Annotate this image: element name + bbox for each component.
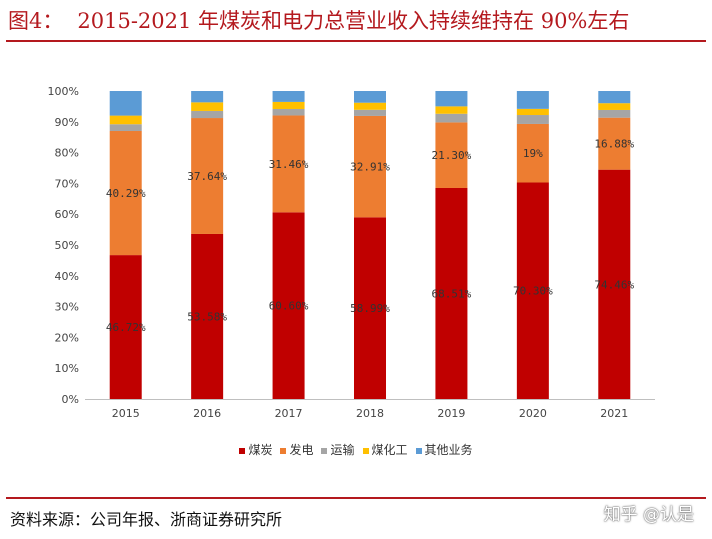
bar-segment <box>435 122 468 188</box>
y-tick-label: 80% <box>55 147 79 160</box>
bar-segment <box>272 108 305 116</box>
data-label: 58.99% <box>350 302 390 315</box>
bar-segment <box>598 91 631 104</box>
x-tick-label: 2021 <box>600 407 628 420</box>
y-tick-label: 10% <box>55 362 79 375</box>
figure-label: 图4： <box>8 9 64 33</box>
bar-segment <box>191 233 224 399</box>
bar-segment <box>109 131 142 256</box>
legend: 煤炭 发电 运输 煤化工 其他业务 <box>0 441 712 458</box>
x-tick-label: 2015 <box>112 407 140 420</box>
legend-label: 煤炭 <box>248 443 273 457</box>
y-tick-label: 100% <box>48 85 79 98</box>
data-label: 19% <box>523 147 543 160</box>
legend-item: 运输 <box>321 441 355 458</box>
legend-swatch <box>415 447 422 454</box>
bar-segment <box>354 109 386 116</box>
footer-rule <box>6 497 706 499</box>
y-tick-label: 40% <box>55 270 79 283</box>
data-label: 53.58% <box>187 310 227 323</box>
data-labels-layer: 46.72% 40.29% 53.58% 37.64% 60.60% 31.46% 58.9… <box>106 138 635 334</box>
bar-segment <box>435 91 468 107</box>
title-rule <box>6 40 706 42</box>
y-tick-label: 0% <box>62 393 79 406</box>
y-axis: 0% 10% 20% 30% 40% 50% 60% 70% 80% 90% 100% <box>48 85 655 406</box>
bar-segment <box>191 91 224 103</box>
legend-item: 其他业务 <box>415 441 473 458</box>
bar-segment <box>598 169 631 399</box>
bar-segment <box>109 115 142 125</box>
data-label: 68.51% <box>432 287 472 300</box>
bar-segment <box>191 102 224 111</box>
data-label: 21.30% <box>432 149 472 162</box>
bar-segment <box>354 91 386 103</box>
y-tick-label: 60% <box>55 208 79 221</box>
data-label: 74.46% <box>594 278 634 291</box>
bar-segment <box>109 255 142 399</box>
bar-segment <box>109 91 142 116</box>
y-tick-label: 70% <box>55 177 79 190</box>
bar-segment <box>598 117 631 170</box>
data-label: 32.91% <box>350 161 390 174</box>
x-tick-label: 2016 <box>193 407 221 420</box>
data-label: 70.30% <box>513 285 553 298</box>
bar-segment <box>435 106 468 114</box>
bar-segment <box>516 182 549 399</box>
y-tick-label: 20% <box>55 331 79 344</box>
legend-swatch <box>280 447 287 454</box>
bar-segment <box>516 115 549 124</box>
data-label: 40.29% <box>106 187 146 200</box>
bars-layer <box>109 91 631 399</box>
x-axis: 2015 2016 2017 2018 2019 2020 2021 <box>112 407 629 420</box>
bar-segment <box>272 115 305 213</box>
chart-title: 图4： 2015-2021 年煤炭和电力总营业收入持续维持在 90%左右 <box>8 4 708 38</box>
y-tick-label: 90% <box>55 116 79 129</box>
data-label: 60.60% <box>269 300 309 313</box>
watermark: 知乎 @认是 <box>603 505 694 525</box>
data-label: 16.88% <box>594 138 634 151</box>
legend-item: 煤化工 <box>362 441 408 458</box>
bar-segment <box>598 109 631 118</box>
bar-segment <box>598 103 631 110</box>
legend-label: 发电 <box>289 443 314 457</box>
bar-segment <box>354 102 386 110</box>
bar-segment <box>191 110 224 119</box>
bar-segment <box>272 212 305 399</box>
bar-segment <box>272 91 305 102</box>
bar-segment <box>516 108 549 116</box>
x-tick-label: 2018 <box>356 407 384 420</box>
bar-segment <box>516 91 549 109</box>
bar-segment <box>354 115 386 218</box>
data-label: 46.72% <box>106 321 146 334</box>
legend-label: 运输 <box>330 443 355 457</box>
bar-segment <box>435 113 468 123</box>
legend-item: 发电 <box>280 441 313 458</box>
legend-swatch <box>321 447 328 454</box>
legend-item: 煤炭 <box>239 441 272 458</box>
bar-segment <box>516 123 549 183</box>
bar-segment <box>272 101 305 109</box>
legend-swatch <box>239 447 246 454</box>
legend-label: 其他业务 <box>424 443 473 457</box>
x-tick-label: 2019 <box>437 407 465 420</box>
legend-swatch <box>362 447 369 454</box>
y-tick-label: 50% <box>55 239 79 252</box>
data-label: 37.64% <box>187 170 227 183</box>
x-tick-label: 2017 <box>275 407 303 420</box>
y-tick-label: 30% <box>55 301 79 314</box>
bar-segment <box>191 118 224 234</box>
source-note: 资料来源：公司年报、浙商证券研究所 <box>10 510 283 529</box>
x-tick-label: 2020 <box>519 407 547 420</box>
bar-segment <box>354 217 386 399</box>
legend-label: 煤化工 <box>371 443 408 457</box>
bar-segment <box>109 124 142 132</box>
data-label: 31.46% <box>269 158 309 171</box>
figure-title-text: 2015-2021 年煤炭和电力总营业收入持续维持在 90%左右 <box>77 9 630 33</box>
bar-segment <box>435 187 468 399</box>
